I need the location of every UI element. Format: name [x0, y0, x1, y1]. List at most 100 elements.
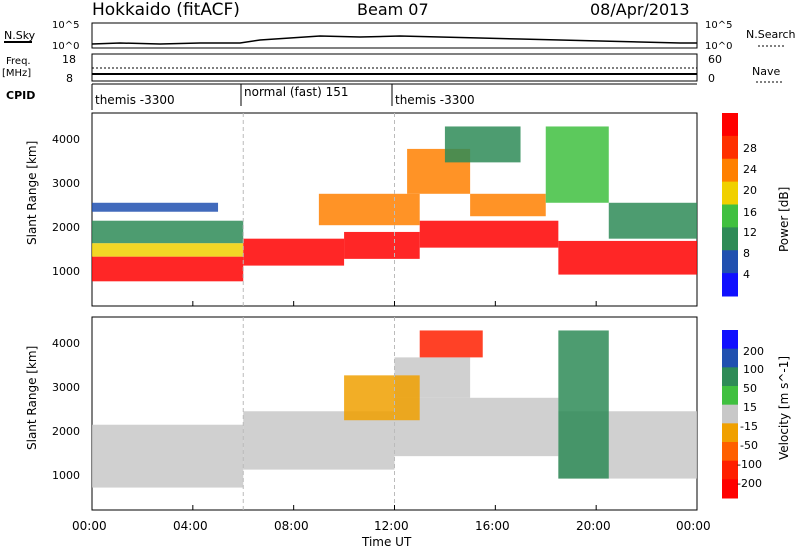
- power-cbar-swatch: [722, 158, 738, 183]
- power-ylabel: Slant Range [km]: [25, 141, 39, 245]
- nsky-tick-bottom-right: 10^0: [705, 41, 732, 52]
- power-region-8: [318, 193, 420, 226]
- velocity-cbar-swatch: [722, 404, 738, 424]
- x-tick-6: 00:00: [676, 519, 711, 533]
- power-ytick-4000: 4000: [52, 133, 80, 146]
- power-ytick-1000: 1000: [52, 265, 80, 278]
- freq-label-line1: Freq.: [6, 56, 31, 67]
- x-tick-5: 20:00: [576, 519, 611, 533]
- power-region-5: [344, 231, 420, 259]
- x-tick-2: 08:00: [274, 519, 309, 533]
- x-tick-0: 00:00: [72, 519, 107, 533]
- velocity-panel: Slant Range [km] 1000 2000 3000 4000: [25, 316, 698, 511]
- velocity-region-7: [558, 330, 609, 479]
- velocity-ytick-2000: 2000: [52, 425, 80, 438]
- velocity-cbar-swatch: [722, 348, 738, 368]
- power-region-6: [419, 220, 559, 248]
- power-cbar-swatch: [722, 181, 738, 205]
- velocity-ylabel: Slant Range [km]: [25, 346, 39, 450]
- power-region-13: [608, 202, 697, 239]
- velocity-region-0: [92, 424, 244, 488]
- power-region-3: [92, 202, 219, 212]
- power-region-11: [444, 126, 521, 163]
- cpid-label: CPID: [6, 89, 35, 102]
- power-cbar-tick-12: 12: [743, 226, 757, 239]
- power-region-1: [92, 243, 244, 257]
- power-cbar-swatch: [722, 113, 738, 137]
- velocity-cbar-swatch: [722, 367, 738, 387]
- velocity-ytick-4000: 4000: [52, 337, 80, 350]
- power-region-0: [92, 256, 244, 282]
- power-cbar-tick-4: 4: [743, 268, 750, 281]
- power-cbar-label: Power [dB]: [777, 187, 791, 252]
- velocity-heatmap: [91, 317, 698, 510]
- nsky-tick-bottom-left: 10^0: [52, 41, 79, 52]
- power-ytick-3000: 3000: [52, 177, 80, 190]
- velocity-cbar-swatch: [722, 460, 738, 480]
- power-region-12: [545, 126, 609, 203]
- freq-label-line2: [MHz]: [2, 68, 31, 79]
- power-region-2: [92, 220, 244, 244]
- cpid-panel: CPID themis -3300 normal (fast) 151 them…: [6, 83, 697, 110]
- nsky-label: N.Sky: [4, 29, 36, 42]
- beam-label: Beam 07: [357, 0, 429, 19]
- freq-panel: Freq. [MHz] 18 8 60 0 Nave: [2, 53, 782, 85]
- vel-cbar-tick-200: 200: [743, 345, 764, 358]
- power-cbar-tick-16: 16: [743, 206, 757, 219]
- date-label: 08/Apr/2013: [590, 0, 690, 19]
- freq-tick-bottom-left: 8: [66, 72, 73, 85]
- velocity-colorbar: 200 100 50 15 -15 -50 -100 -200 Velocity…: [722, 330, 791, 499]
- vel-cbar-tick-100: 100: [743, 363, 764, 376]
- power-cbar-tick-20: 20: [743, 184, 757, 197]
- vel-cbar-tick-15: 15: [743, 401, 757, 414]
- power-region-10: [470, 193, 546, 217]
- cpid-segment-3: themis -3300: [395, 93, 475, 107]
- velocity-cbar-swatch: [722, 442, 738, 462]
- velocity-cbar-label: Velocity [m s^-1]: [777, 356, 791, 460]
- nsky-panel: N.Sky 10^5 10^0 10^5 10^0 N.Search: [4, 20, 796, 52]
- nave-label: Nave: [752, 65, 780, 78]
- freq-tick-top-left: 18: [62, 53, 76, 66]
- vel-cbar-tick-neg50: -50: [740, 439, 758, 452]
- vel-cbar-tick-neg200: -200: [737, 477, 762, 490]
- power-cbar-swatch: [722, 227, 738, 251]
- velocity-ytick-3000: 3000: [52, 381, 80, 394]
- power-cbar-swatch: [722, 135, 738, 160]
- x-axis: 00:00 04:00 08:00 12:00 16:00 20:00 00:0…: [72, 519, 711, 549]
- x-tick-4: 16:00: [475, 519, 510, 533]
- power-region-7: [558, 240, 697, 275]
- power-cbar-tick-28: 28: [743, 142, 757, 155]
- nsky-trace: [91, 35, 697, 45]
- power-heatmap: [91, 113, 698, 306]
- power-cbar-tick-8: 8: [743, 247, 750, 260]
- velocity-region-2: [394, 397, 559, 457]
- vel-cbar-tick-neg100: -100: [737, 458, 762, 471]
- nsky-tick-top-right: 10^5: [705, 20, 732, 31]
- x-tick-3: 12:00: [374, 519, 409, 533]
- x-tick-1: 04:00: [173, 519, 208, 533]
- velocity-region-5: [419, 330, 483, 358]
- power-colorbar: 4 8 12 16 20 24 28 Power [dB]: [722, 113, 791, 297]
- power-panel: Slant Range [km] 1000 2000 3000 4000: [25, 112, 698, 307]
- nsearch-label: N.Search: [746, 28, 796, 41]
- velocity-region-1: [243, 411, 395, 470]
- power-cbar-swatch: [722, 204, 738, 228]
- velocity-ytick-1000: 1000: [52, 469, 80, 482]
- cpid-segment-1: themis -3300: [95, 93, 175, 107]
- velocity-cbar-swatch: [722, 423, 738, 443]
- freq-tick-top-right: 60: [708, 53, 722, 66]
- velocity-region-6: [344, 375, 420, 421]
- site-title: Hokkaido (fitACF): [92, 0, 240, 20]
- freq-tick-bottom-right: 0: [708, 72, 715, 85]
- power-ytick-2000: 2000: [52, 221, 80, 234]
- x-axis-label: Time UT: [361, 535, 412, 549]
- power-cbar-swatch: [722, 273, 738, 297]
- power-cbar-swatch: [722, 250, 738, 274]
- vel-cbar-tick-neg15: -15: [740, 420, 758, 433]
- velocity-cbar-swatch: [722, 479, 738, 499]
- velocity-cbar-swatch: [722, 386, 738, 406]
- nsky-tick-top-left: 10^5: [52, 20, 79, 31]
- velocity-cbar-swatch: [722, 330, 738, 350]
- power-region-4: [243, 238, 345, 266]
